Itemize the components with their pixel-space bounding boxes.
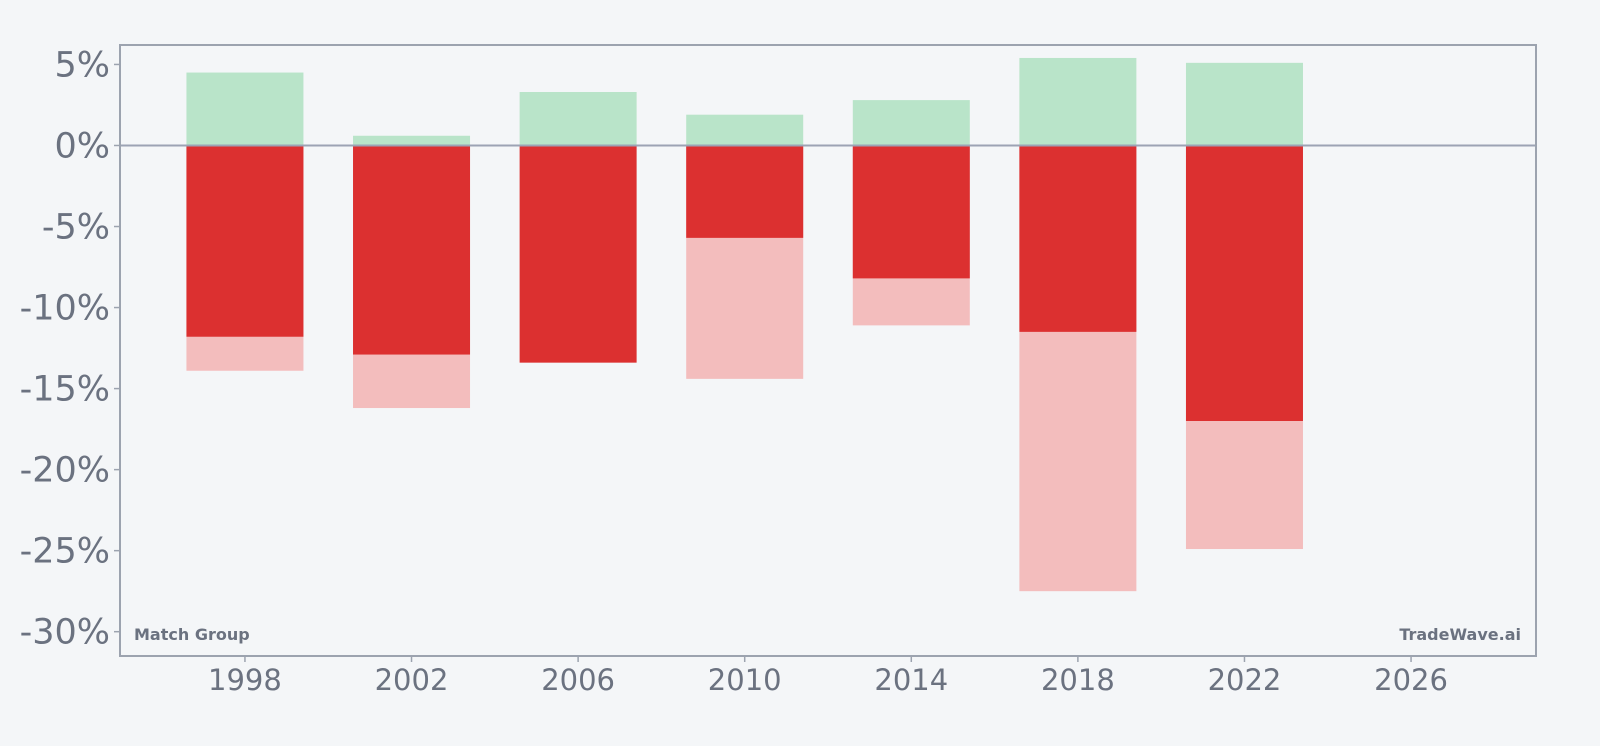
bar-gain-1998 bbox=[186, 72, 304, 146]
bar-drawdown-2018 bbox=[1019, 145, 1137, 332]
y-tick-label: -30% bbox=[20, 613, 110, 653]
x-tick-label: 1998 bbox=[208, 663, 282, 697]
y-tick-label: 0% bbox=[54, 126, 110, 166]
y-tick-label: -10% bbox=[20, 289, 110, 329]
x-tick-label: 2018 bbox=[1041, 663, 1115, 697]
x-tick-label: 2026 bbox=[1374, 663, 1448, 697]
bar-gain-2022 bbox=[1185, 62, 1303, 146]
x-tick-label: 2010 bbox=[708, 663, 782, 697]
bar-drawdown-2002 bbox=[353, 145, 471, 355]
x-tick-label: 2002 bbox=[375, 663, 449, 697]
y-tick-label: -25% bbox=[20, 532, 110, 572]
bar-drawdown-2006 bbox=[519, 145, 637, 363]
y-tick-label: -5% bbox=[42, 208, 110, 248]
source-watermark: TradeWave.ai bbox=[1399, 625, 1521, 644]
company-label: Match Group bbox=[134, 625, 250, 644]
x-tick-label: 2014 bbox=[874, 663, 948, 697]
x-axis: 1998 2002 2006 2010 2014 2018 2022 2026 bbox=[208, 656, 1448, 697]
bar-gain-2002 bbox=[353, 135, 471, 146]
bar-drawdown-1998 bbox=[186, 145, 304, 337]
y-axis: 5% 0% -5% -10% -15% -20% -25% -30% bbox=[20, 45, 120, 653]
x-tick-label: 2006 bbox=[541, 663, 615, 697]
bar-drawdown-2014 bbox=[852, 145, 970, 279]
y-tick-label: -20% bbox=[20, 451, 110, 491]
y-tick-label: 5% bbox=[54, 45, 110, 85]
bar-drawdown-2022 bbox=[1185, 145, 1303, 421]
x-tick-label: 2022 bbox=[1208, 663, 1282, 697]
bar-gain-2018 bbox=[1019, 57, 1137, 146]
y-tick-label: -15% bbox=[20, 370, 110, 410]
bar-gain-2014 bbox=[852, 100, 970, 146]
bar-gain-2006 bbox=[519, 92, 637, 146]
bars-layer bbox=[186, 57, 1303, 592]
plot-frame bbox=[119, 44, 1537, 657]
bar-gain-2010 bbox=[686, 114, 804, 146]
bar-drawdown-2010 bbox=[686, 145, 804, 238]
